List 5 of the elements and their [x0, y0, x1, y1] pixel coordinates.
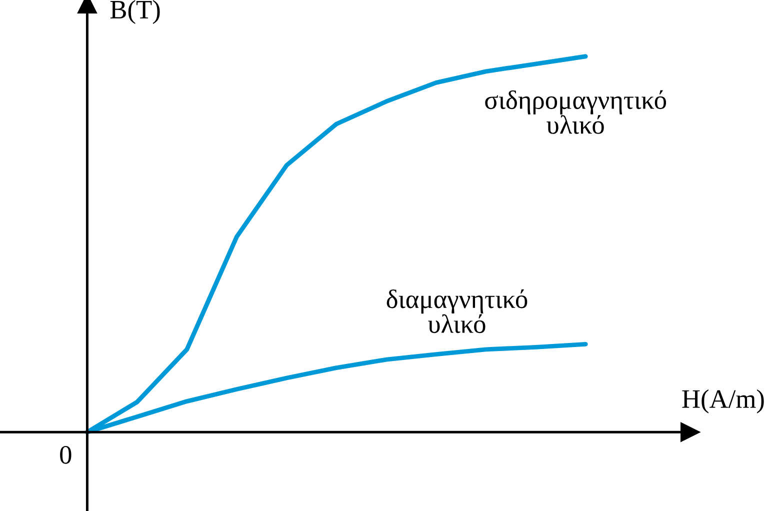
- series-label: σιδηρομαγνητικό υλικό: [485, 90, 666, 134]
- y-axis-title: B(T): [110, 0, 160, 24]
- x-axis-title: H(A/m): [682, 389, 764, 414]
- series-label: διαμαγνητικό υλικό: [386, 289, 528, 334]
- text: 0: [60, 446, 72, 464]
